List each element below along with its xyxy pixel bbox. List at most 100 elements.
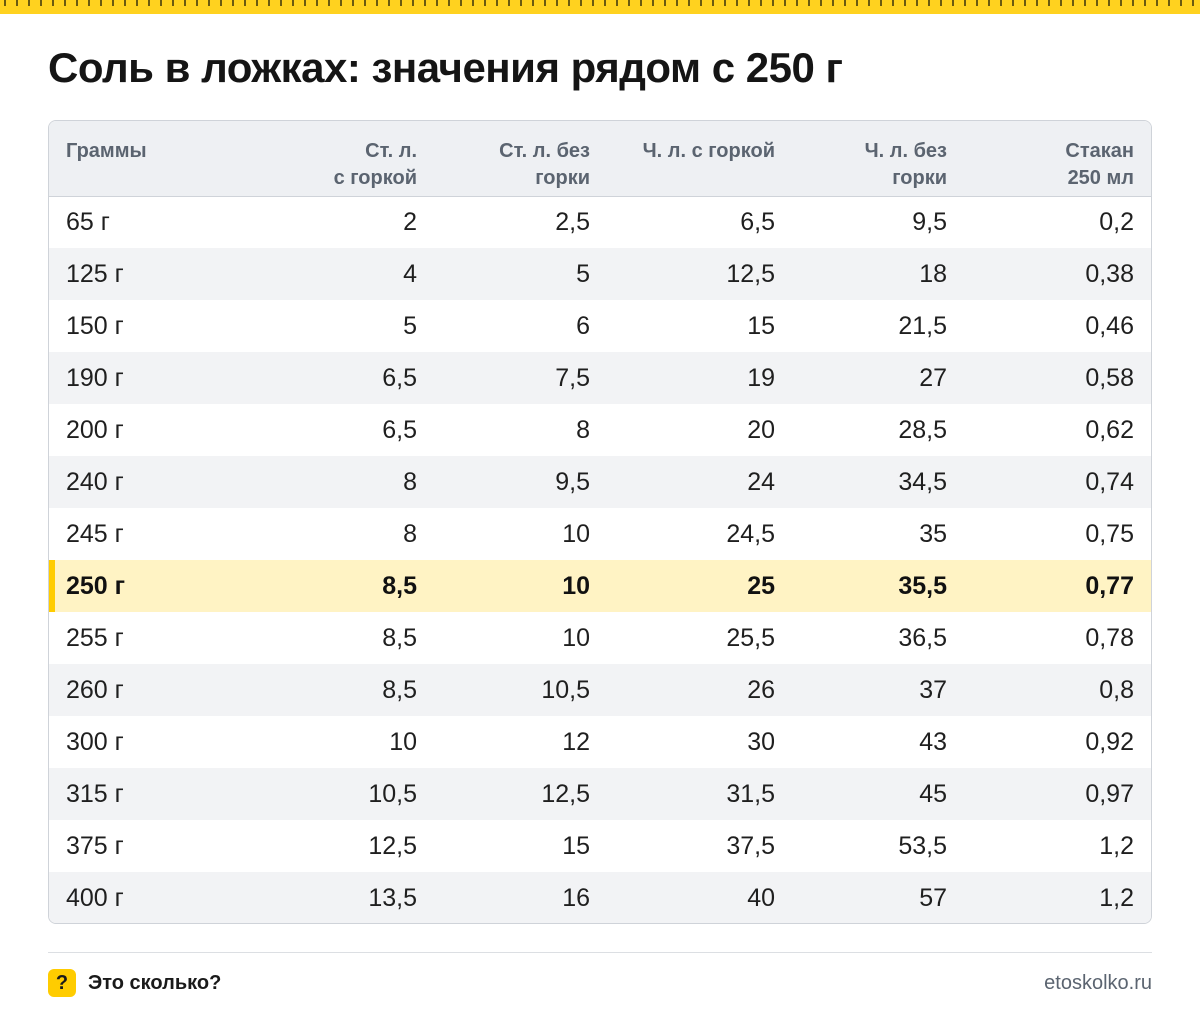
- page-title: Соль в ложках: значения рядом с 250 г: [48, 44, 843, 91]
- cell-tsp-level: 43: [919, 727, 947, 756]
- table-row: 260 г 8,5 10,5 26 37 0,8: [49, 664, 1151, 716]
- cell-tbsp-heaped: 6,5: [382, 415, 417, 444]
- cell-grams: 200 г: [66, 415, 124, 444]
- column-header-grams: Граммы: [49, 121, 267, 197]
- table-row: 65 г 2 2,5 6,5 9,5 0,2: [49, 196, 1151, 248]
- cell-tbsp-heaped: 8,5: [267, 664, 417, 716]
- cell-tbsp-level: 6: [576, 311, 590, 340]
- cell-tsp-level: 18: [775, 248, 947, 300]
- cell-tsp-heaped: 37,5: [726, 831, 775, 860]
- cell-tbsp-level: 12: [562, 727, 590, 756]
- column-header-line: Ч. л. без: [864, 140, 947, 162]
- cell-tbsp-level: 10,5: [417, 664, 590, 716]
- cell-tbsp-level: 2,5: [555, 207, 590, 236]
- cell-tsp-level: 35,5: [775, 560, 947, 612]
- cell-tbsp-level: 12,5: [417, 768, 590, 820]
- table-row: 190 г 6,5 7,5 19 27 0,58: [49, 352, 1151, 404]
- cell-tsp-level: 9,5: [912, 207, 947, 236]
- cell-tsp-heaped: 19: [590, 352, 775, 404]
- cell-grams: 190 г: [49, 352, 267, 404]
- cell-grams: 300 г: [66, 727, 124, 756]
- cell-grams: 125 г: [49, 248, 267, 300]
- cell-cup-250ml: 0,2: [1099, 207, 1134, 236]
- cell-tsp-heaped: 26: [590, 664, 775, 716]
- cell-tbsp-level: 10: [562, 623, 590, 652]
- cell-tsp-heaped: 20: [747, 415, 775, 444]
- cell-tsp-heaped: 31,5: [590, 768, 775, 820]
- site-url: etoskolko.ru: [1044, 972, 1152, 994]
- table-header: Граммы Ст. л. с горкой Ст. л. без горки Ч. л.…: [49, 121, 1151, 197]
- cell-tbsp-level: 9,5: [417, 456, 590, 508]
- cell-cup-250ml: 0,62: [1085, 415, 1134, 444]
- column-header-tbsp-level: Ст. л. без горки: [417, 121, 590, 197]
- column-header-cup-250ml: Стакан 250 мл: [947, 121, 1151, 197]
- salt-conversion-table: Граммы Ст. л. с горкой Ст. л. без горки Ч. л.…: [49, 121, 1151, 923]
- cell-cup-250ml: 1,2: [947, 872, 1151, 923]
- cell-tbsp-level: 15: [562, 831, 590, 860]
- cell-tsp-heaped: 12,5: [590, 248, 775, 300]
- top-ruler-decoration: [0, 0, 1200, 14]
- cell-tbsp-heaped: 8,5: [267, 560, 417, 612]
- cell-tsp-heaped: 30: [747, 727, 775, 756]
- cell-tsp-heaped: 6,5: [740, 207, 775, 236]
- table-row: 125 г 4 5 12,5 18 0,38: [49, 248, 1151, 300]
- cell-cup-250ml: 0,97: [947, 768, 1151, 820]
- cell-cup-250ml: 0,75: [1085, 519, 1134, 548]
- table-row: 400 г 13,5 16 40 57 1,2: [49, 872, 1151, 923]
- cell-grams: 150 г: [66, 311, 124, 340]
- table-row-highlighted: 250 г 8,5 10 25 35,5 0,77: [49, 560, 1151, 612]
- cell-tbsp-heaped: 6,5: [267, 352, 417, 404]
- cell-tbsp-heaped: 8,5: [382, 623, 417, 652]
- cell-tbsp-level: 7,5: [417, 352, 590, 404]
- cell-tbsp-heaped: 12,5: [368, 831, 417, 860]
- column-header-tsp-heaped: Ч. л. с горкой: [590, 121, 775, 197]
- cell-tsp-heaped: 24: [590, 456, 775, 508]
- column-header-line: Ст. л.: [365, 140, 417, 162]
- column-header-line: Граммы: [66, 140, 147, 162]
- cell-tbsp-level: 10: [562, 519, 590, 548]
- cell-grams: 260 г: [49, 664, 267, 716]
- column-header-line: горки: [535, 167, 590, 189]
- header-row: Граммы Ст. л. с горкой Ст. л. без горки Ч. л.…: [49, 121, 1151, 197]
- cell-cup-250ml: 0,46: [1085, 311, 1134, 340]
- column-header-tbsp-heaped: Ст. л. с горкой: [267, 121, 417, 197]
- cell-grams: 245 г: [66, 519, 124, 548]
- cell-cup-250ml: 0,38: [947, 248, 1151, 300]
- column-header-line: с горкой: [333, 167, 417, 189]
- cell-tbsp-heaped: 2: [403, 207, 417, 236]
- cell-tsp-heaped: 25,5: [726, 623, 775, 652]
- conversion-table-card: Граммы Ст. л. с горкой Ст. л. без горки Ч. л.…: [48, 120, 1152, 924]
- cell-cup-250ml: 0,58: [947, 352, 1151, 404]
- column-header-tsp-level: Ч. л. без горки: [775, 121, 947, 197]
- cell-tbsp-level: 5: [417, 248, 590, 300]
- cell-tsp-level: 57: [775, 872, 947, 923]
- brand-logo: ? Это сколько?: [48, 969, 221, 997]
- cell-tsp-level: 35: [919, 519, 947, 548]
- cell-grams: 250 г: [49, 560, 267, 612]
- table-row: 200 г 6,5 8 20 28,5 0,62: [49, 404, 1151, 456]
- cell-tsp-level: 45: [775, 768, 947, 820]
- cell-cup-250ml: 0,74: [947, 456, 1151, 508]
- cell-grams: 240 г: [49, 456, 267, 508]
- cell-tsp-heaped: 40: [590, 872, 775, 923]
- cell-tsp-level: 27: [775, 352, 947, 404]
- column-header-line: горки: [892, 167, 947, 189]
- cell-tsp-level: 37: [775, 664, 947, 716]
- column-header-line: 250 мл: [1067, 167, 1134, 189]
- cell-tbsp-heaped: 5: [403, 311, 417, 340]
- cell-grams: 315 г: [49, 768, 267, 820]
- footer-divider: [48, 952, 1152, 953]
- cell-tbsp-level: 8: [576, 415, 590, 444]
- cell-tbsp-heaped: 10,5: [267, 768, 417, 820]
- cell-cup-250ml: 0,92: [1085, 727, 1134, 756]
- cell-tsp-heaped: 25: [590, 560, 775, 612]
- table-row: 300 г 10 12 30 43 0,92: [49, 716, 1151, 768]
- cell-tsp-level: 53,5: [898, 831, 947, 860]
- cell-cup-250ml: 0,77: [947, 560, 1151, 612]
- table-row: 255 г 8,5 10 25,5 36,5 0,78: [49, 612, 1151, 664]
- cell-tbsp-heaped: 13,5: [267, 872, 417, 923]
- cell-tsp-heaped: 24,5: [726, 519, 775, 548]
- cell-grams: 255 г: [66, 623, 124, 652]
- table-row: 150 г 5 6 15 21,5 0,46: [49, 300, 1151, 352]
